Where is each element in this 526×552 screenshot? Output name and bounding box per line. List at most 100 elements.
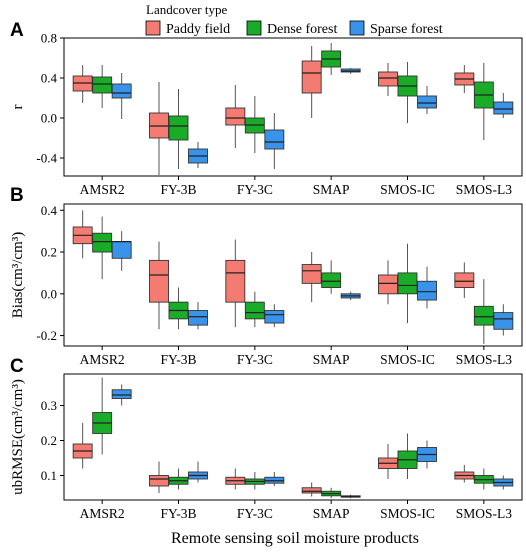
y-tick-label: 0.3 [41,398,57,413]
panel-b: B -0.2 0.0 0.2 0.4 Bias(cm³/cm³) AMSR2 FY-3B FY-… [10,185,523,367]
box-smap-sparse-forest [340,291,361,301]
box-smap-paddy-field [301,252,322,303]
x-tick-label: FY-3B [160,182,196,197]
x-tick-label: SMOS-IC [380,182,435,197]
box-iqr [244,301,265,320]
box-smos-ic-sparse-forest [417,266,437,309]
box-amsr2-dense-forest [92,377,113,455]
y-tick-label: 0.0 [41,286,57,301]
box-iqr [493,101,514,115]
box-iqr [92,76,113,94]
box-amsr2-sparse-forest [111,231,132,271]
box-fy-3c-paddy-field [225,239,246,328]
x-tick-label: FY-3B [160,352,196,367]
x-tick-label: FY-3B [160,506,196,521]
legend-title: Landcover type [146,2,227,17]
box-fy-3c-paddy-field [225,468,246,490]
panel-letter-b: B [10,185,24,206]
box-smos-ic-paddy-field [378,444,398,479]
box-fy-3c-dense-forest [244,472,265,490]
legend-swatch-paddy-field [145,20,161,36]
y-tick-label: 0.4 [41,71,58,86]
axes-frame [63,373,523,501]
box-smos-l3-paddy-field [454,65,475,93]
x-tick-label: SMAP [313,182,350,197]
box-fy-3b-paddy-field [149,82,169,175]
box-amsr2-sparse-forest [111,73,132,119]
y-tick-label: 0.2 [41,433,57,448]
box-smos-l3-dense-forest [473,63,494,140]
box-smap-dense-forest [321,260,342,294]
box-fy-3b-paddy-field [149,461,169,493]
box-iqr [149,259,169,303]
legend-label-paddy-field: Paddy field [166,22,230,37]
box-iqr [188,310,208,326]
box-iqr [225,107,246,126]
y-axis-label: Bias(cm³/cm³) [10,232,26,318]
box-smos-ic-dense-forest [397,62,418,123]
box-amsr2-dense-forest [92,216,113,280]
axes-frame [63,203,523,347]
box-smos-ic-paddy-field [378,63,398,96]
box-fy-3c-dense-forest [244,96,265,153]
legend-swatch-dense-forest [246,20,262,36]
box-iqr [111,389,132,399]
box-iqr [397,272,418,295]
box-smos-l3-sparse-forest [493,475,514,490]
x-tick-label: SMOS-L3 [456,352,513,367]
box-fy-3c-sparse-forest [264,472,285,486]
box-fy-3c-paddy-field [225,85,246,148]
box-smos-l3-paddy-field [454,262,475,298]
box-smap-sparse-forest [340,494,361,499]
panel-c: C 0.1 0.2 0.3 ubRMSE(cm³/cm³) AMSR2 FY-3B FY-3C… [10,356,523,521]
box-fy-3b-dense-forest [168,287,189,330]
box-smap-sparse-forest [340,68,361,74]
panel-letter-c: C [10,356,24,377]
y-tick-label: 0.4 [41,203,58,218]
box-iqr [168,115,189,141]
y-tick-label: -0.4 [36,151,57,166]
box-iqr [321,272,342,288]
box-fy-3b-dense-forest [168,468,189,490]
box-fy-3b-sparse-forest [188,302,208,330]
box-iqr [264,310,285,324]
box-smap-paddy-field [301,482,322,497]
box-iqr [301,487,322,494]
x-tick-label: SMOS-IC [380,352,435,367]
legend: Landcover type Paddy field Dense forest … [145,2,443,37]
box-smos-ic-dense-forest [397,243,418,324]
box-smos-ic-sparse-forest [417,86,437,114]
y-axis-label: ubRMSE(cm³/cm³) [10,379,26,495]
box-iqr [417,95,437,109]
box-iqr [417,280,437,301]
box-amsr2-paddy-field [72,210,93,259]
box-fy-3b-dense-forest [168,89,189,169]
box-fy-3c-sparse-forest [264,113,285,169]
x-tick-label: SMOS-L3 [456,506,513,521]
x-tick-label: SMOS-IC [380,506,435,521]
box-iqr [301,60,322,94]
box-fy-3b-sparse-forest [188,142,208,168]
box-amsr2-sparse-forest [111,384,132,406]
box-iqr [378,71,398,87]
box-iqr [111,83,132,99]
y-tick-label: 0.1 [41,468,57,483]
y-tick-label: -0.2 [36,328,57,343]
y-tick-label: 0.2 [41,245,57,260]
x-tick-label: SMOS-L3 [456,182,513,197]
x-tick-label: FY-3C [237,352,273,367]
box-fy-3b-sparse-forest [188,461,208,483]
y-tick-label: 0.8 [41,31,57,46]
box-smap-dense-forest [321,487,342,499]
legend-swatch-sparse-forest [349,20,365,36]
x-tick-label: SMAP [313,506,350,521]
box-iqr [454,272,475,288]
box-fy-3c-dense-forest [244,291,265,328]
y-tick-label: 0.0 [41,111,57,126]
legend-label-dense-forest: Dense forest [267,22,337,37]
box-iqr [378,274,398,295]
box-iqr [264,129,285,150]
box-smos-l3-sparse-forest [493,93,514,118]
box-smap-dense-forest [321,43,342,75]
